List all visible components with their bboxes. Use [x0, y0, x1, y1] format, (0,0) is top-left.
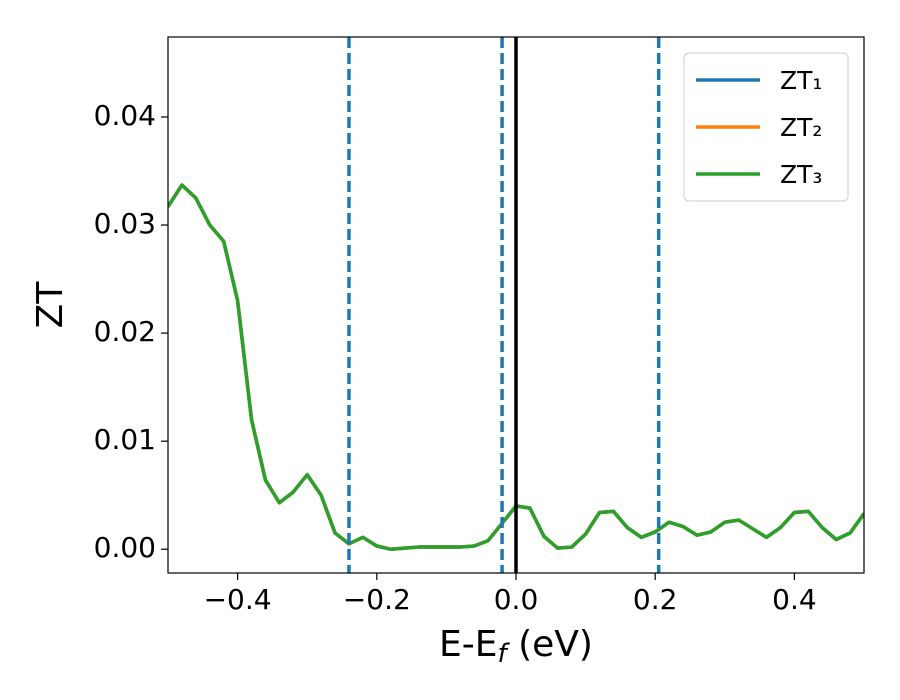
y-tick-label: 0.01	[94, 423, 156, 456]
x-tick-label: −0.2	[343, 583, 411, 616]
legend-box	[683, 52, 849, 202]
y-tick-label: 0.03	[94, 207, 156, 240]
y-axis-label: ZT	[30, 281, 71, 329]
x-axis-label: E-Ef (eV)	[439, 624, 593, 669]
x-label-main: E-E	[439, 624, 497, 665]
x-tick-label: 0.4	[772, 583, 817, 616]
y-tick-label: 0.00	[94, 531, 156, 564]
x-tick-label: 0.2	[633, 583, 678, 616]
x-tick-label: 0.0	[494, 583, 539, 616]
legend-label: ZT₁	[780, 66, 822, 95]
legend-label: ZT₃	[780, 160, 822, 189]
x-label-unit: (eV)	[507, 624, 593, 665]
legend-label: ZT₂	[780, 113, 822, 142]
plot-frame	[167, 36, 865, 574]
y-tick-label: 0.04	[94, 99, 156, 132]
x-tick-label: −0.4	[204, 583, 272, 616]
y-tick-label: 0.02	[94, 315, 156, 348]
